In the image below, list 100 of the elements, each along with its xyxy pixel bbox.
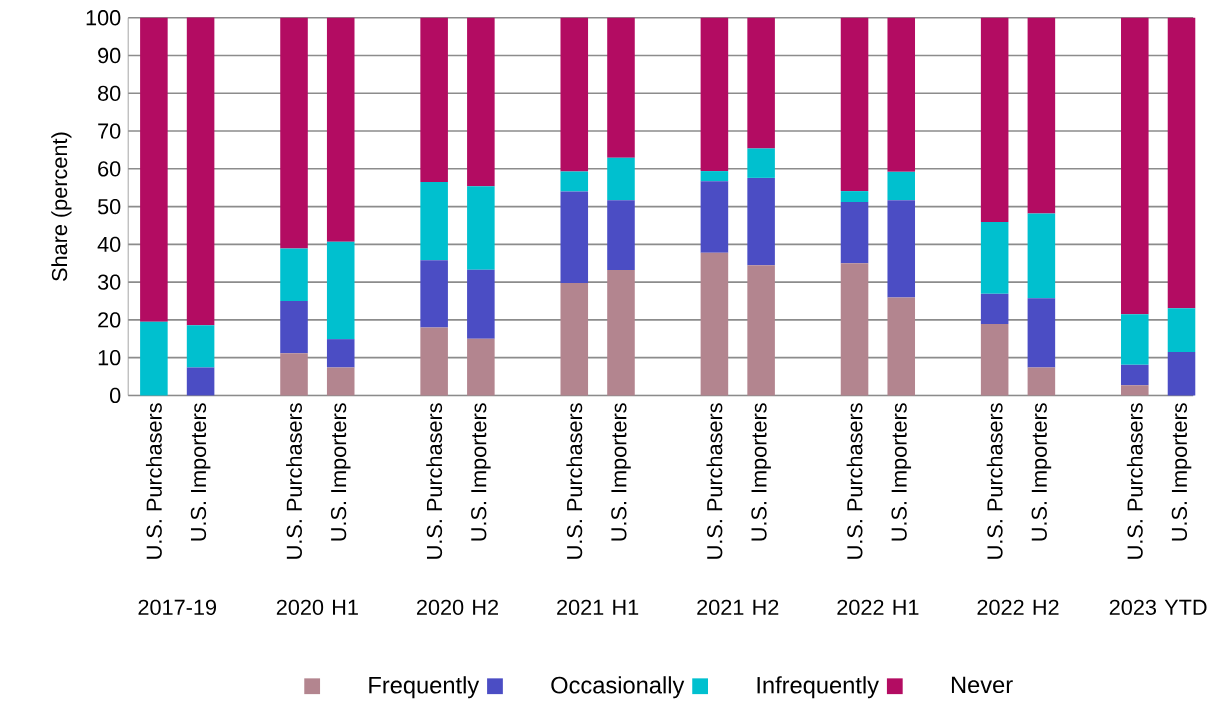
bar <box>420 260 448 328</box>
bar <box>700 171 729 182</box>
bar <box>840 17 869 192</box>
bar <box>467 17 495 187</box>
bar <box>140 17 168 322</box>
bar <box>887 200 916 298</box>
y-tick-label: 60 <box>98 161 121 177</box>
x-tick-label: U.S. Purchasers <box>706 403 723 559</box>
bar <box>1027 298 1056 368</box>
bar <box>280 17 308 249</box>
x-tick-label: U.S. Purchasers <box>986 403 1003 559</box>
bar <box>326 367 355 396</box>
text: 2023 YTD <box>1109 599 1207 615</box>
bar <box>700 17 729 172</box>
bar <box>840 191 869 202</box>
bar <box>280 353 308 396</box>
bar <box>560 171 589 192</box>
bar <box>467 338 495 396</box>
text: 2022 H1 <box>837 599 919 615</box>
bar <box>887 17 916 172</box>
x-tick-label: U.S. Purchasers <box>566 403 583 559</box>
bar <box>840 263 869 396</box>
x-tick-label: U.S. Importers <box>1031 403 1052 541</box>
y-tick-label: 100 <box>86 10 121 26</box>
y-tick-label: 80 <box>98 85 121 101</box>
bar <box>326 17 355 242</box>
bar <box>840 201 869 264</box>
legend-label: Frequently <box>369 676 480 699</box>
x-tick-label: U.S. Purchasers <box>846 403 863 559</box>
bar <box>1167 17 1196 309</box>
bar <box>747 265 775 396</box>
y-tick-label: 30 <box>97 274 121 290</box>
bar <box>280 248 308 301</box>
bar <box>887 171 916 201</box>
bar <box>1027 367 1056 396</box>
bar <box>607 269 635 396</box>
text: 2017-19 <box>138 599 217 615</box>
y-tick-label: 10 <box>98 349 121 366</box>
y-axis-title: Share (percent) <box>51 132 72 281</box>
bar <box>747 177 775 266</box>
x-tick-label: U.S. Purchasers <box>286 403 302 559</box>
y-tick-label: 70 <box>98 123 121 139</box>
bar <box>700 252 729 396</box>
bar <box>326 241 355 340</box>
bar <box>980 323 1009 396</box>
x-tick-label: U.S. Importers <box>611 403 631 541</box>
bar <box>560 191 589 283</box>
bar <box>607 157 635 201</box>
bar <box>1121 385 1149 396</box>
bar <box>700 181 729 253</box>
bar <box>140 321 168 396</box>
bar <box>747 148 775 178</box>
x-tick-label: U.S. Importers <box>751 403 771 541</box>
legend-label: Infrequently <box>757 676 879 699</box>
y-tick-label: 20 <box>98 312 121 328</box>
bar <box>980 17 1009 222</box>
legend-label: Occasionally <box>551 676 685 699</box>
text: 2022 H2 <box>977 599 1059 615</box>
text: 2020 H1 <box>276 599 358 615</box>
bar <box>560 17 589 172</box>
bar <box>607 200 635 270</box>
x-tick-label: U.S. Importers <box>471 403 491 541</box>
x-tick-label: U.S. Importers <box>891 403 912 541</box>
x-tick-label: U.S. Purchasers <box>145 403 162 559</box>
y-tick-label: 0 <box>110 387 121 404</box>
bar <box>747 17 775 149</box>
bar <box>326 339 355 368</box>
x-tick-label: U.S. Purchasers <box>426 403 443 559</box>
bar <box>560 282 589 396</box>
bar <box>980 222 1009 294</box>
bar <box>186 367 215 396</box>
legend-label: Never <box>951 676 1013 694</box>
bar <box>1167 351 1196 396</box>
bar <box>467 269 495 339</box>
bar <box>420 327 448 396</box>
bar <box>1167 308 1196 352</box>
y-tick-label: 90 <box>98 47 121 64</box>
y-tick-label: 40 <box>97 236 121 252</box>
text: 2021 H1 <box>557 599 639 615</box>
bar <box>186 17 215 326</box>
text: 2020 H2 <box>416 599 498 615</box>
y-tick-label: 50 <box>97 198 121 215</box>
x-tick-label: U.S. Importers <box>330 403 351 541</box>
bar <box>887 297 916 396</box>
bar <box>1027 213 1056 299</box>
x-tick-label: U.S. Importers <box>1171 403 1192 541</box>
bar <box>1121 364 1149 386</box>
bar <box>280 300 308 354</box>
x-tick-label: U.S. Importers <box>190 403 211 541</box>
bar <box>186 325 215 368</box>
x-tick-label: U.S. Purchasers <box>1126 403 1143 559</box>
bar <box>1121 314 1149 365</box>
bar <box>1121 17 1149 315</box>
bar <box>467 186 495 270</box>
bar <box>420 17 448 182</box>
text: 2021 H2 <box>697 599 779 615</box>
bar <box>607 17 635 158</box>
bar <box>980 293 1009 324</box>
bar <box>1027 17 1056 214</box>
bar <box>420 181 448 261</box>
